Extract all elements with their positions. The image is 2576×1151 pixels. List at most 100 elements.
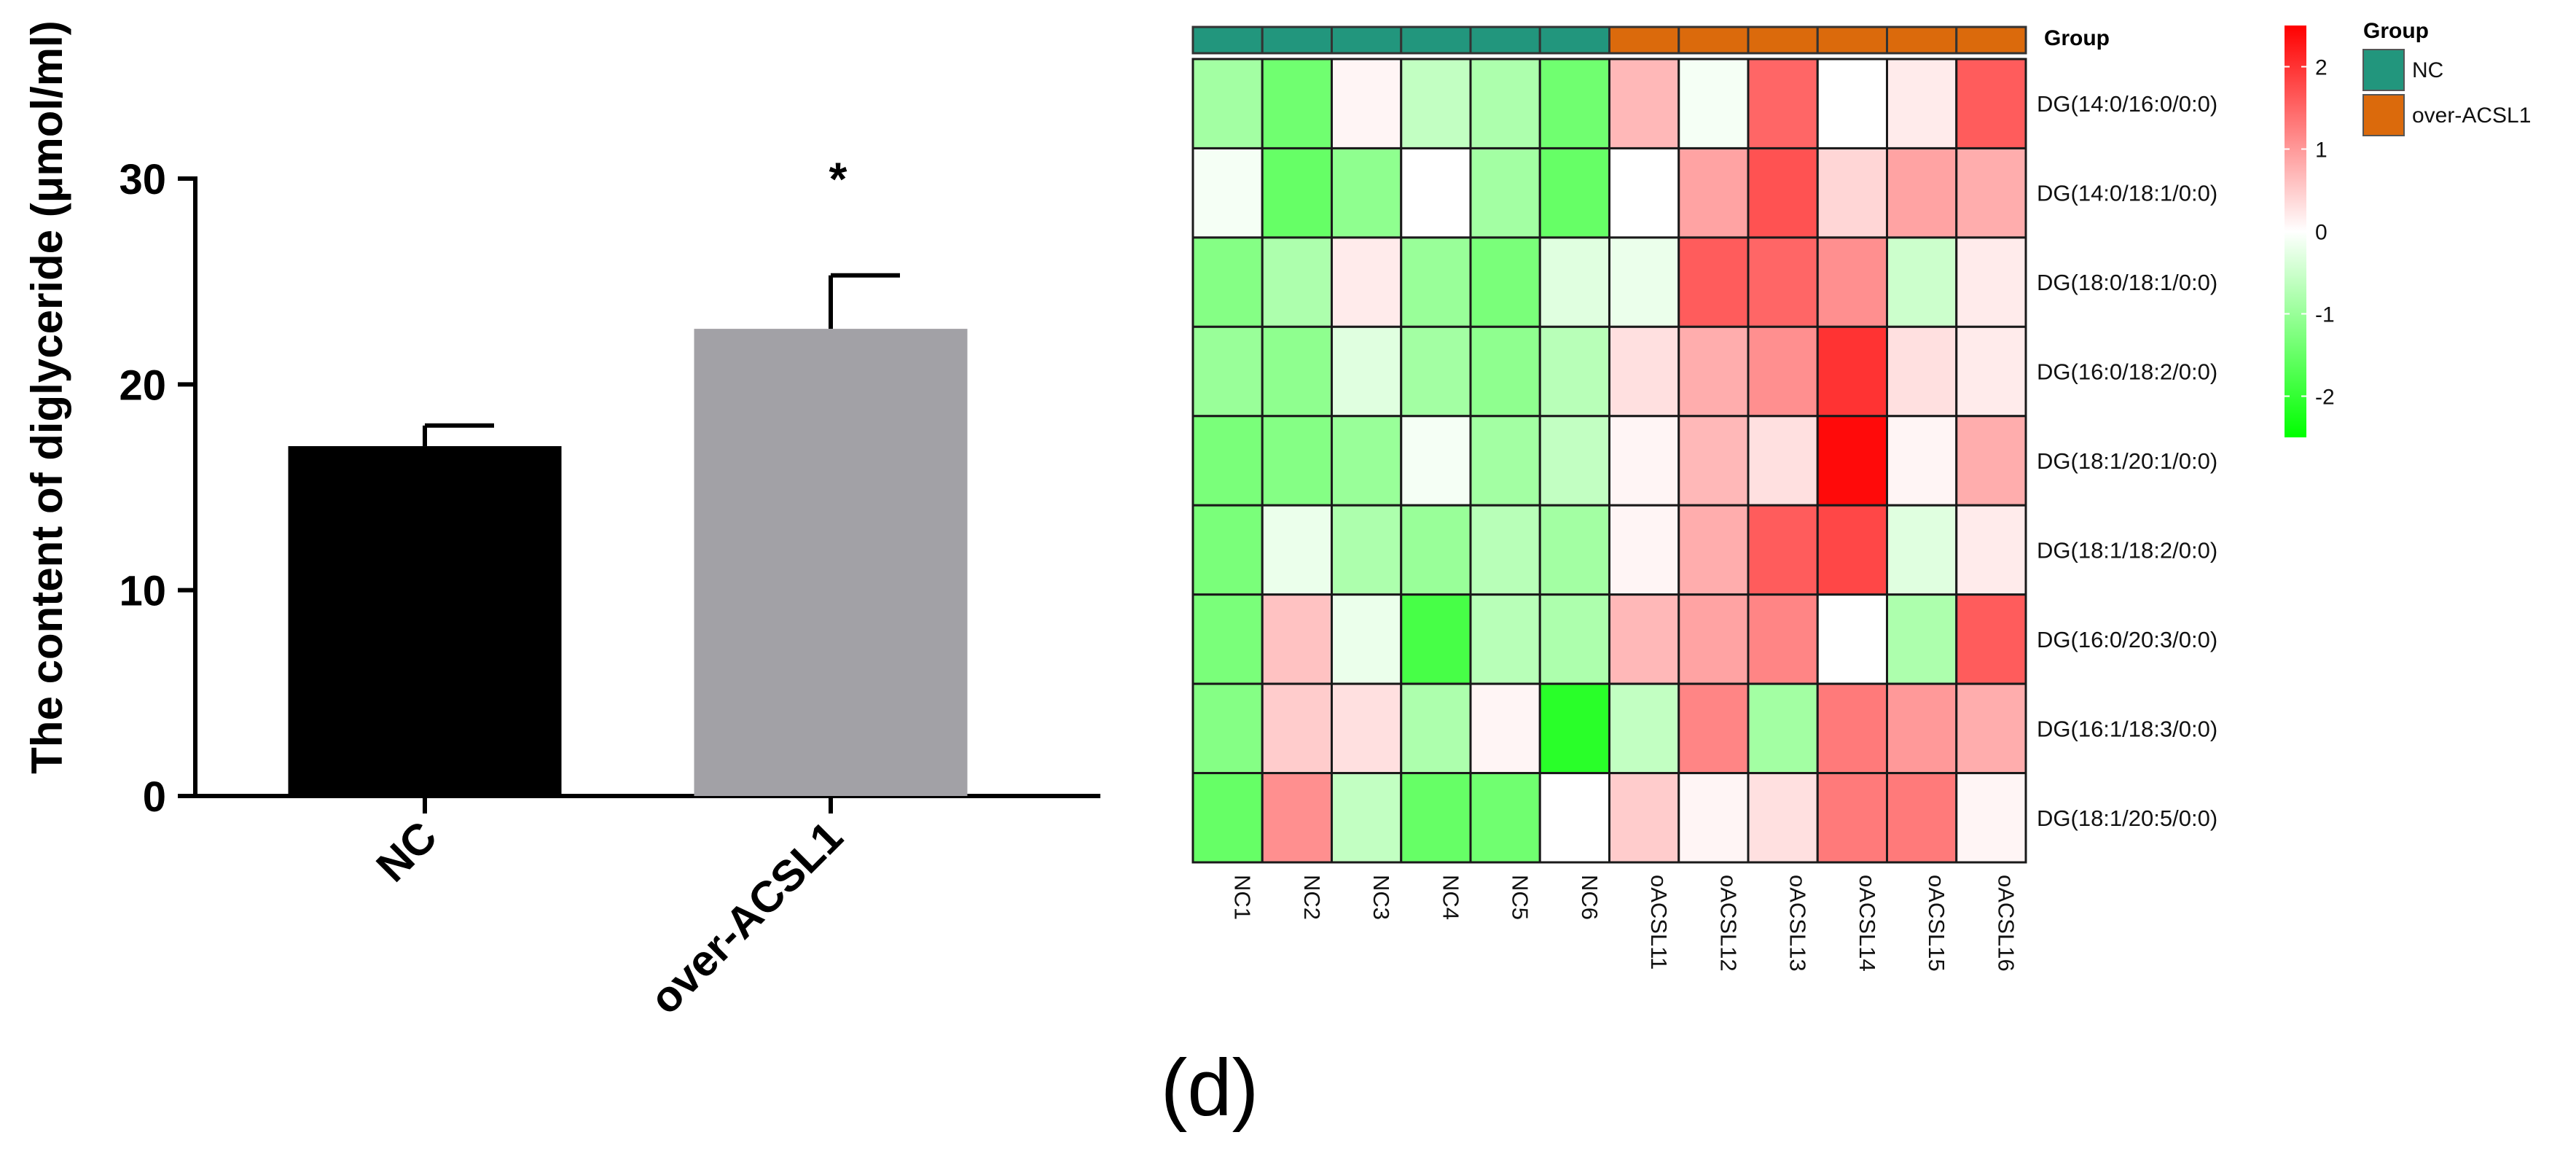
heatmap-cell <box>1538 504 1610 596</box>
heatmap-cell <box>1469 504 1541 596</box>
heatmap-cell <box>1608 236 1680 328</box>
heatmap-cell <box>1886 147 1958 239</box>
row-label: DG(14:0/16:0/0:0) <box>2037 91 2217 117</box>
heatmap-cell <box>1608 325 1680 418</box>
group-track <box>1191 26 2027 55</box>
heatmap-cell <box>1955 147 2027 239</box>
bar <box>694 329 968 796</box>
heatmap-cell <box>1816 504 1888 596</box>
heatmap-cell <box>1677 772 1750 864</box>
bars: * <box>288 153 968 796</box>
heatmap: Group DG(14:0/16:0/0:0) DG(14:0/18:1/0:0)… <box>1191 19 2531 972</box>
heatmap-cell <box>1677 147 1750 239</box>
heatmap-cell <box>1191 682 1264 775</box>
row-label: DG(16:0/18:2/0:0) <box>2037 359 2217 385</box>
column-label: oACSL14 <box>1855 875 1880 972</box>
group-legend-swatch <box>2362 49 2405 91</box>
heatmap-cell <box>1747 682 1819 775</box>
column-label: NC6 <box>1577 875 1602 920</box>
heatmap-cell <box>1886 682 1958 775</box>
column-label: oACSL16 <box>1993 875 2019 972</box>
row-label: DG(14:0/18:1/0:0) <box>2037 181 2217 206</box>
heatmap-cell <box>1677 58 1750 149</box>
heatmap-cell <box>1816 147 1888 239</box>
heatmap-cell <box>1677 682 1750 775</box>
colorbar: 2 1 0 -1 -2 <box>2285 26 2335 437</box>
group-track-cell <box>1816 26 1888 55</box>
heatmap-cell <box>1400 415 1472 507</box>
group-track-cell <box>1400 26 1472 55</box>
group-track-cell <box>1469 26 1541 55</box>
heatmap-cell <box>1608 58 1680 149</box>
heatmap-cell <box>1331 147 1403 239</box>
heatmap-cell <box>1400 682 1472 775</box>
group-track-cell <box>1608 26 1680 55</box>
colorbar-tick-label: 0 <box>2315 221 2328 245</box>
heatmap-cell <box>1608 593 1680 685</box>
column-label: oACSL12 <box>1715 875 1741 972</box>
heatmap-cell <box>1677 593 1750 685</box>
group-legend-label: over-ACSL1 <box>2412 104 2531 128</box>
heatmap-cell <box>1400 772 1472 864</box>
heatmap-cell <box>1747 58 1819 149</box>
heatmap-cell <box>1331 236 1403 328</box>
heatmap-cell <box>1400 325 1472 418</box>
heatmap-cell <box>1677 325 1750 418</box>
colorbar-tick-label: -1 <box>2315 303 2335 327</box>
heatmap-cell <box>1955 504 2027 596</box>
heatmap-cell <box>1955 236 2027 328</box>
row-label: DG(18:1/18:2/0:0) <box>2037 537 2217 563</box>
heatmap-cell <box>1886 504 1958 596</box>
group-track-cell <box>1955 26 2027 55</box>
heatmap-cell <box>1816 415 1888 507</box>
row-label: DG(18:1/20:1/0:0) <box>2037 448 2217 474</box>
column-label: NC2 <box>1299 875 1325 920</box>
heatmap-cell <box>1955 415 2027 507</box>
group-track-cell <box>1677 26 1750 55</box>
group-track-cell <box>1747 26 1819 55</box>
heatmap-cell <box>1608 772 1680 864</box>
heatmap-cell <box>1261 58 1333 149</box>
heatmap-cell <box>1677 504 1750 596</box>
heatmap-cell <box>1469 147 1541 239</box>
heatmap-cell <box>1747 504 1819 596</box>
heatmap-cell <box>1816 772 1888 864</box>
group-track-cell <box>1191 26 1264 55</box>
heatmap-cell <box>1538 58 1610 149</box>
group-track-label: Group <box>2044 26 2110 50</box>
heatmap-cell <box>1261 772 1333 864</box>
heatmap-cell <box>1747 236 1819 328</box>
x-ticks: NC over-ACSL1 <box>367 796 852 1023</box>
heatmap-cell <box>1400 58 1472 149</box>
heatmap-cell <box>1191 504 1264 596</box>
heatmap-cell <box>1331 682 1403 775</box>
heatmap-cell <box>1261 415 1333 507</box>
heatmap-cell <box>1816 236 1888 328</box>
heatmap-cell <box>1955 772 2027 864</box>
heatmap-cell <box>1538 415 1610 507</box>
column-label: NC5 <box>1508 875 1533 920</box>
heatmap-cell <box>1538 236 1610 328</box>
heatmap-cell <box>1469 593 1541 685</box>
heatmap-cell <box>1331 772 1403 864</box>
y-tick-label: 30 <box>119 156 166 203</box>
x-tick-label: NC <box>367 812 447 891</box>
colorbar-tick-label: -2 <box>2315 386 2335 410</box>
heatmap-cell <box>1261 147 1333 239</box>
heatmap-cell <box>1331 415 1403 507</box>
group-track-cell <box>1261 26 1333 55</box>
heatmap-cell <box>1191 147 1264 239</box>
y-tick-label: 10 <box>119 568 166 615</box>
heatmap-cell <box>1747 325 1819 418</box>
heatmap-cell <box>1747 593 1819 685</box>
heatmap-cell <box>1677 236 1750 328</box>
row-label: DG(16:0/20:3/0:0) <box>2037 627 2217 652</box>
heatmap-cell <box>1538 682 1610 775</box>
heatmap-cell <box>1261 325 1333 418</box>
colorbar-tick-label: 1 <box>2315 138 2328 163</box>
heatmap-cell <box>1747 147 1819 239</box>
group-legend-title: Group <box>2363 19 2429 43</box>
heatmap-cell <box>1400 593 1472 685</box>
heatmap-cell <box>1538 147 1610 239</box>
